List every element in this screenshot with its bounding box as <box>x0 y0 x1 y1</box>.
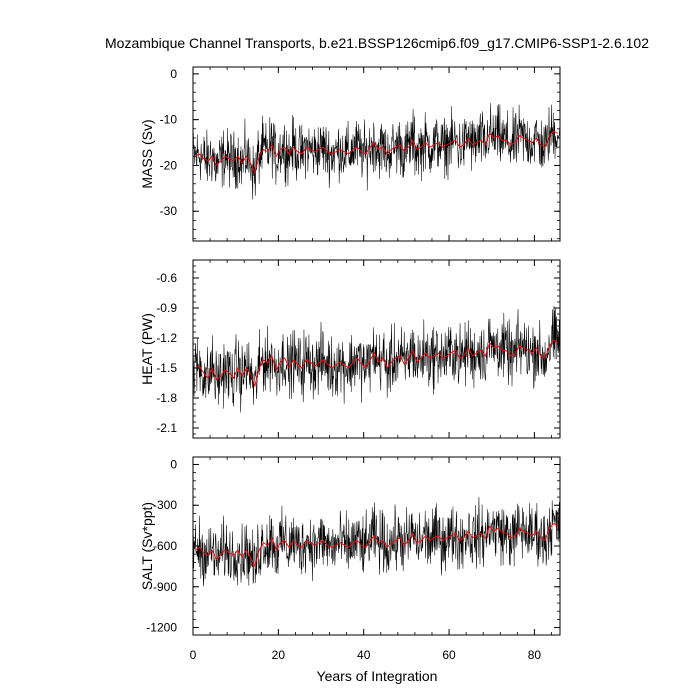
chart-title: Mozambique Channel Transports, b.e21.BSS… <box>105 35 649 51</box>
x-tick-label: 40 <box>357 648 371 662</box>
y-axis-title-mass: MASS (Sv) <box>139 119 155 188</box>
y-tick-label: -20 <box>160 158 178 172</box>
y-tick-label: -0.6 <box>156 271 177 285</box>
x-tick-label: 0 <box>190 648 197 662</box>
panel-salt: 0 -300 -600 -900 -1200 SALT (Sv*ppt) <box>139 456 561 636</box>
x-tick-label: 20 <box>272 648 286 662</box>
y-tick-label: -600 <box>153 539 177 553</box>
annual-mean-series-heat <box>194 339 559 388</box>
y-tick-label: 0 <box>170 67 177 81</box>
x-tick-label: 60 <box>442 648 456 662</box>
y-tick-label: -30 <box>160 204 178 218</box>
y-axis-title-heat: HEAT (PW) <box>139 313 155 385</box>
y-tick-label: -1.5 <box>156 361 177 375</box>
monthly-series-heat <box>192 305 560 413</box>
y-tick-label: -1200 <box>146 621 177 635</box>
y-axis-title-salt: SALT (Sv*ppt) <box>139 502 155 590</box>
monthly-series-salt <box>192 497 560 587</box>
y-tick-label: -10 <box>160 113 178 127</box>
y-tick-label: -300 <box>153 498 177 512</box>
monthly-series-mass <box>192 103 560 200</box>
y-tick-label: -1.2 <box>156 331 177 345</box>
y-tick-label: -2.1 <box>156 421 177 435</box>
x-tick-label: 80 <box>528 648 542 662</box>
panel-heat: -0.6 -0.9 -1.2 -1.5 -1.8 -2.1 HEAT (PW) <box>139 259 561 439</box>
panel-frame <box>192 66 561 242</box>
y-tick-label: -0.9 <box>156 301 177 315</box>
y-tick-label: 0 <box>170 457 177 471</box>
y-tick-label: -1.8 <box>156 391 177 405</box>
annual-mean-series-salt <box>194 522 559 568</box>
panel-mass: 0 -10 -20 -30 MASS (Sv) <box>139 66 561 242</box>
x-axis-title: Years of Integration <box>317 668 438 684</box>
annual-mean-series-mass <box>194 130 559 174</box>
y-tick-label: -900 <box>153 580 177 594</box>
panel-frame <box>192 259 561 439</box>
